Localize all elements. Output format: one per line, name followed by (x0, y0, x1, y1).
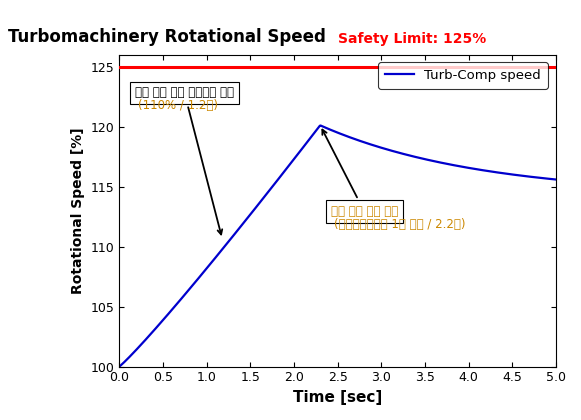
Legend: Turb-Comp speed: Turb-Comp speed (378, 63, 548, 89)
Text: Turbomachinery Rotational Speed: Turbomachinery Rotational Speed (8, 28, 338, 46)
Text: Safety Limit: 125%: Safety Limit: 125% (338, 32, 486, 46)
Text: (발생신호로부터 1초 지연 / 2.2초): (발생신호로부터 1초 지연 / 2.2초) (334, 218, 465, 231)
Text: 터빈 우회 벨브 개방신호 발생: 터빈 우회 벨브 개방신호 발생 (135, 87, 234, 234)
Turb-Comp speed (228, 235, 235, 240)
Text: (110% / 1.2초): (110% / 1.2초) (138, 99, 218, 112)
Line: Turb-Comp speed: Turb-Comp speed (119, 126, 556, 367)
X-axis label: Time [sec]: Time [sec] (293, 390, 382, 405)
Turb-Comp speed (408, 153, 415, 158)
Turb-Comp speed (374, 144, 381, 149)
Turb-Comp speed (313, 127, 320, 132)
Y-axis label: Rotational Speed [%]: Rotational Speed [%] (71, 128, 85, 294)
Turb-Comp speed (193, 278, 200, 283)
Turb-Comp speed (317, 123, 324, 128)
Turb-Comp speed (116, 364, 123, 369)
Text: 터빈 우회 벨브 개방: 터빈 우회 벨브 개방 (322, 130, 398, 218)
Turb-Comp speed (553, 177, 560, 182)
Turb-Comp speed (445, 162, 452, 167)
